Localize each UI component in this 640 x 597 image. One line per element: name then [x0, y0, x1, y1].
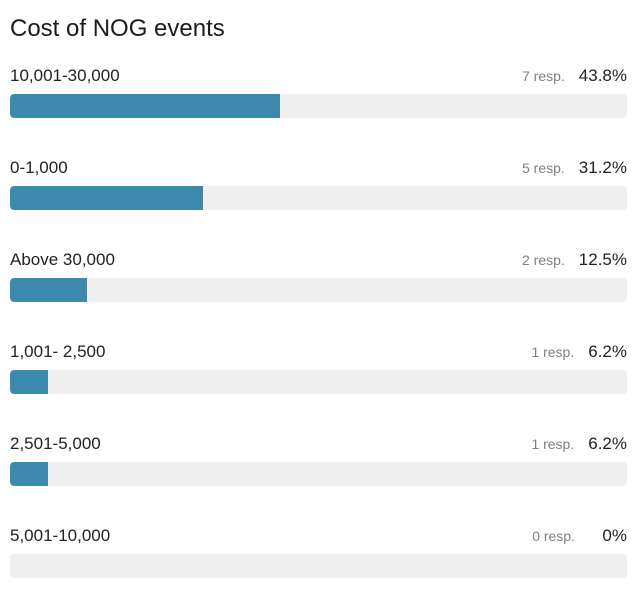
- category-label: 1,001- 2,500: [10, 342, 106, 361]
- result-row: 0-1,000 5 resp. 31.2%: [10, 156, 627, 218]
- response-count: 1 resp.: [531, 436, 575, 452]
- category-label: 0-1,000: [10, 158, 68, 177]
- bar: [10, 186, 203, 210]
- percent-label: 31.2%: [578, 158, 627, 177]
- bar: [10, 370, 48, 394]
- result-row: Above 30,000 2 resp. 12.5%: [10, 248, 627, 310]
- bar-track: [10, 554, 627, 578]
- bar-track: [10, 278, 627, 302]
- response-count: 2 resp.: [521, 252, 565, 268]
- response-count: 0 resp.: [532, 528, 575, 544]
- result-stats: 7 resp. 43.8%: [522, 64, 627, 88]
- percent-label: 6.2%: [588, 342, 627, 361]
- bar-track: [10, 186, 627, 210]
- bar-track: [10, 94, 627, 118]
- response-count: 7 resp.: [521, 68, 565, 84]
- result-row: 1,001- 2,500 1 resp. 6.2%: [10, 340, 627, 402]
- result-row-header: 2,501-5,000 1 resp. 6.2%: [10, 432, 627, 458]
- result-stats: 2 resp. 12.5%: [522, 248, 627, 272]
- chart-title: Cost of NOG events: [10, 15, 225, 42]
- category-label: 5,001-10,000: [10, 526, 111, 545]
- result-row-header: 1,001- 2,500 1 resp. 6.2%: [10, 340, 627, 366]
- category-label: 10,001-30,000: [10, 66, 120, 85]
- result-row-header: 0-1,000 5 resp. 31.2%: [10, 156, 627, 182]
- result-stats: 1 resp. 6.2%: [531, 432, 627, 456]
- result-row: 2,501-5,000 1 resp. 6.2%: [10, 432, 627, 494]
- result-row-header: Above 30,000 2 resp. 12.5%: [10, 248, 627, 274]
- result-stats: 5 resp. 31.2%: [522, 156, 627, 180]
- bar: [10, 462, 48, 486]
- result-row-header: 5,001-10,000 0 resp. 0%: [10, 524, 627, 550]
- bar-track: [10, 370, 627, 394]
- percent-label: 0%: [602, 526, 627, 545]
- category-label: 2,501-5,000: [10, 434, 101, 453]
- percent-label: 12.5%: [578, 250, 627, 269]
- category-label: Above 30,000: [10, 250, 115, 269]
- response-count: 5 resp.: [521, 160, 565, 176]
- bar: [10, 278, 87, 302]
- bar-track: [10, 462, 627, 486]
- bar: [10, 94, 280, 118]
- percent-label: 6.2%: [588, 434, 627, 453]
- result-row-header: 10,001-30,000 7 resp. 43.8%: [10, 64, 627, 90]
- percent-label: 43.8%: [578, 66, 627, 85]
- result-row: 10,001-30,000 7 resp. 43.8%: [10, 64, 627, 126]
- response-count: 1 resp.: [531, 344, 575, 360]
- result-row: 5,001-10,000 0 resp. 0%: [10, 524, 627, 586]
- result-stats: 1 resp. 6.2%: [531, 340, 627, 364]
- result-stats: 0 resp. 0%: [532, 524, 627, 548]
